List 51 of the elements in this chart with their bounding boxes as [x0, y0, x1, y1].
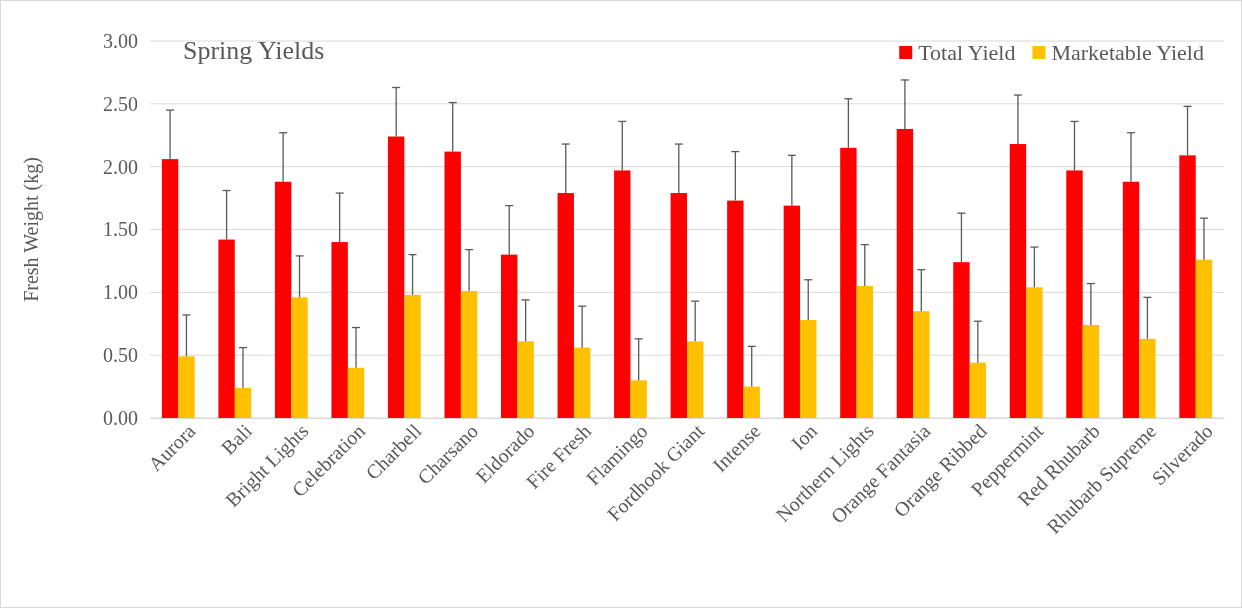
bar	[614, 170, 631, 418]
legend-label: Total Yield	[918, 40, 1016, 65]
bar	[517, 341, 534, 418]
bar	[557, 193, 574, 418]
bar	[274, 181, 292, 418]
bar	[161, 159, 179, 418]
bar	[630, 380, 647, 418]
bar	[291, 297, 308, 418]
bar	[800, 319, 817, 418]
bar	[856, 286, 873, 418]
bar	[1066, 170, 1083, 418]
bar	[1009, 144, 1027, 418]
y-axis-title: Fresh Weight (kg)	[20, 157, 43, 302]
bar	[687, 341, 704, 418]
legend-label: Marketable Yield	[1051, 40, 1204, 65]
bar	[896, 128, 914, 418]
bar	[1195, 259, 1213, 418]
bar	[387, 136, 405, 418]
bar	[331, 242, 348, 418]
y-tick-label: 0.00	[103, 406, 138, 429]
bar	[840, 147, 857, 418]
bar	[743, 386, 760, 418]
bar	[404, 294, 421, 418]
y-tick-label: 1.00	[103, 281, 138, 304]
y-tick-label: 2.00	[103, 155, 138, 178]
y-tick-label: 0.50	[103, 344, 138, 367]
bar	[501, 254, 518, 418]
bar	[1026, 287, 1043, 418]
chart-title: Spring Yields	[183, 36, 325, 65]
y-tick-label: 1.50	[103, 218, 138, 241]
bar	[178, 356, 195, 418]
bar	[1082, 325, 1100, 418]
bar	[727, 200, 744, 418]
bar	[218, 239, 235, 418]
bar	[347, 367, 365, 418]
bar	[670, 193, 687, 418]
bar	[444, 151, 461, 418]
bar	[573, 347, 591, 418]
y-tick-label: 2.50	[103, 92, 138, 115]
x-tick-label: Bali	[216, 419, 257, 459]
bar	[953, 262, 970, 418]
x-tick-label: Ion	[786, 419, 822, 455]
bar	[913, 311, 930, 418]
bar	[1122, 181, 1140, 418]
bar	[1179, 155, 1196, 418]
y-tick-label: 3.00	[103, 29, 138, 52]
bar	[783, 205, 801, 418]
bar	[234, 387, 252, 418]
bar	[460, 291, 478, 418]
bar	[969, 362, 987, 418]
bar	[1139, 338, 1156, 418]
